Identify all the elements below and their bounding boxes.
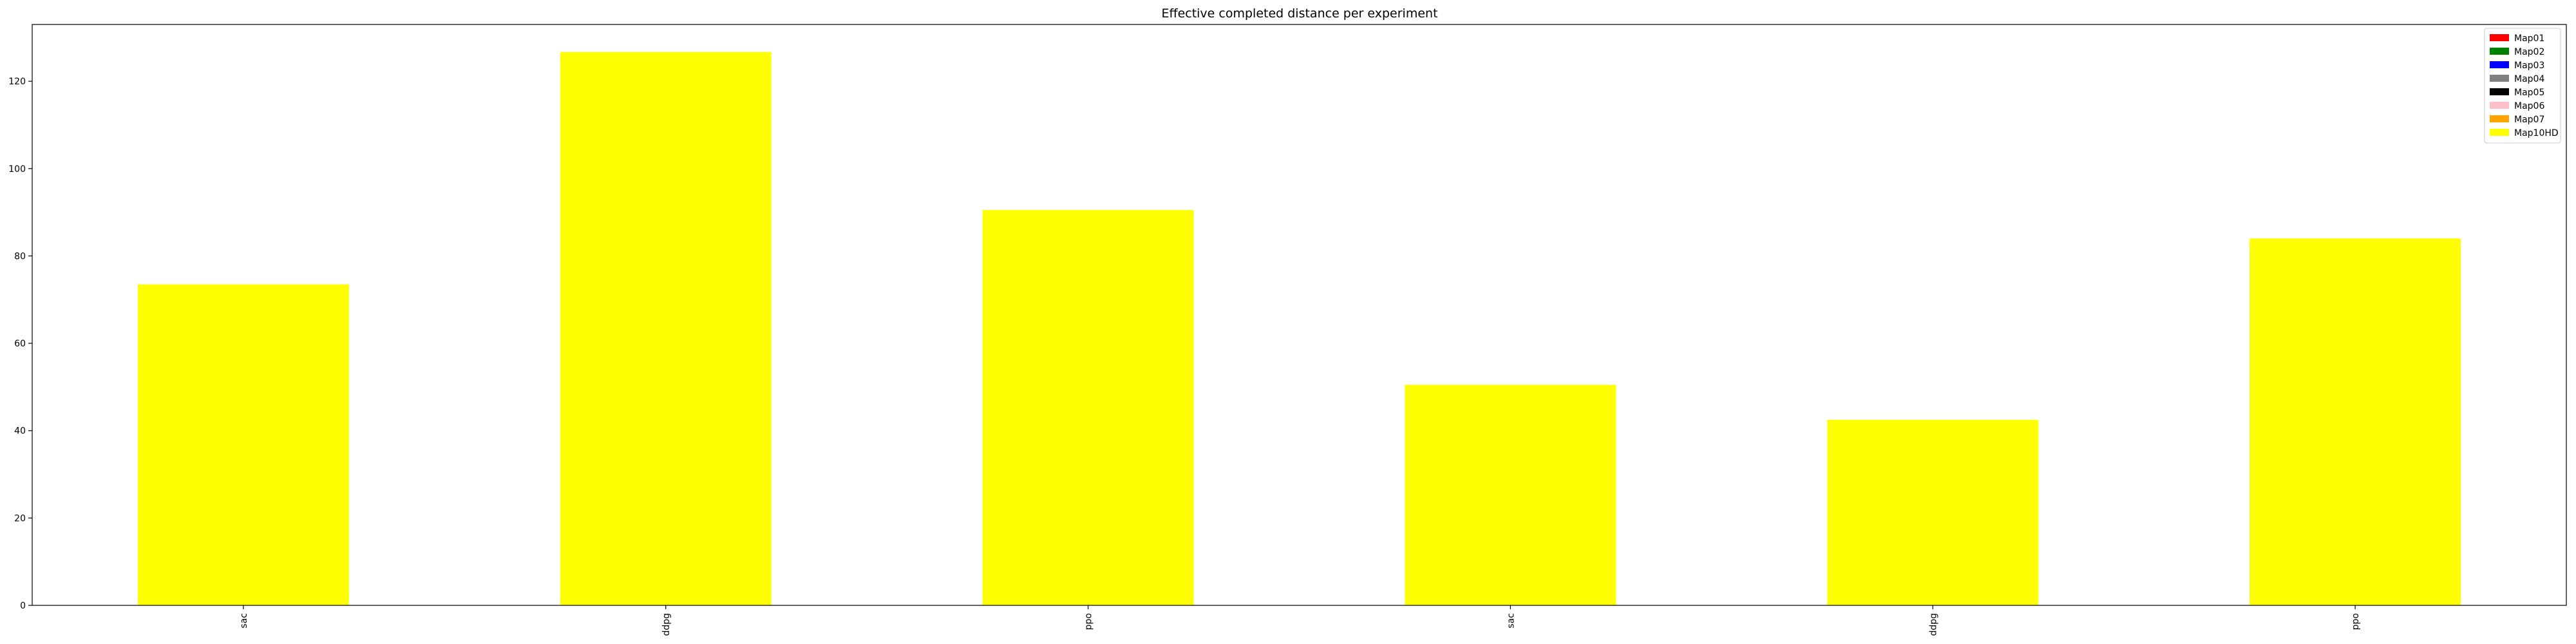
legend-swatch-map03 bbox=[2490, 61, 2509, 68]
x-tick-label-sac-0: sac bbox=[239, 613, 249, 629]
y-tick-label-120: 120 bbox=[8, 77, 26, 87]
y-tick-label-20: 20 bbox=[14, 513, 26, 524]
bars-layer bbox=[137, 52, 2461, 605]
bar-map10hd-ppo-2 bbox=[982, 210, 1194, 605]
legend-label-map05: Map05 bbox=[2514, 88, 2544, 98]
y-tick-label-0: 0 bbox=[20, 601, 26, 611]
x-tick-label-ppo-5: ppo bbox=[2351, 613, 2361, 630]
legend-swatch-map04 bbox=[2490, 75, 2509, 82]
y-tick-label-40: 40 bbox=[14, 426, 26, 437]
legend: Map01 Map02 Map03 Map04 Map05 Map06 Map07 Map10… bbox=[2484, 28, 2561, 144]
legend-swatch-map06 bbox=[2490, 102, 2509, 109]
axes-layer: 0 20 40 60 80 100 120 sac ddpg ppo sac ddpg ppo bbox=[8, 24, 2567, 636]
chart-title: Effective completed distance per experim… bbox=[1161, 6, 1437, 21]
legend-label-map06: Map06 bbox=[2514, 101, 2544, 111]
y-tick-label-100: 100 bbox=[8, 164, 26, 175]
bar-map10hd-sac-3 bbox=[1405, 384, 1616, 605]
legend-label-map03: Map03 bbox=[2514, 61, 2544, 71]
plot-frame bbox=[32, 24, 2567, 606]
legend-label-map01: Map01 bbox=[2514, 33, 2544, 44]
legend-label-map07: Map07 bbox=[2514, 115, 2544, 125]
y-tick-label-60: 60 bbox=[14, 339, 26, 349]
legend-label-map02: Map02 bbox=[2514, 47, 2544, 57]
bar-map10hd-ddpg-4 bbox=[1827, 419, 2039, 605]
x-tick-label-ddpg-4: ddpg bbox=[1928, 613, 1938, 636]
legend-swatch-map01 bbox=[2490, 34, 2509, 41]
legend-swatch-map07 bbox=[2490, 115, 2509, 122]
bar-map10hd-ppo-5 bbox=[2249, 238, 2461, 605]
legend-label-map04: Map04 bbox=[2514, 74, 2544, 84]
legend-swatch-map05 bbox=[2490, 88, 2509, 95]
bar-map10hd-ddpg-1 bbox=[560, 52, 772, 605]
x-tick-label-ppo-2: ppo bbox=[1084, 613, 1094, 630]
legend-swatch-map02 bbox=[2490, 48, 2509, 55]
x-tick-label-ddpg-1: ddpg bbox=[661, 613, 672, 636]
legend-box bbox=[2484, 28, 2561, 144]
legend-swatch-map10hd bbox=[2490, 129, 2509, 136]
y-tick-label-80: 80 bbox=[14, 251, 26, 261]
legend-label-map10hd: Map10HD bbox=[2514, 128, 2559, 138]
bar-map10hd-sac-0 bbox=[137, 284, 349, 605]
x-tick-label-sac-3: sac bbox=[1506, 613, 1516, 629]
